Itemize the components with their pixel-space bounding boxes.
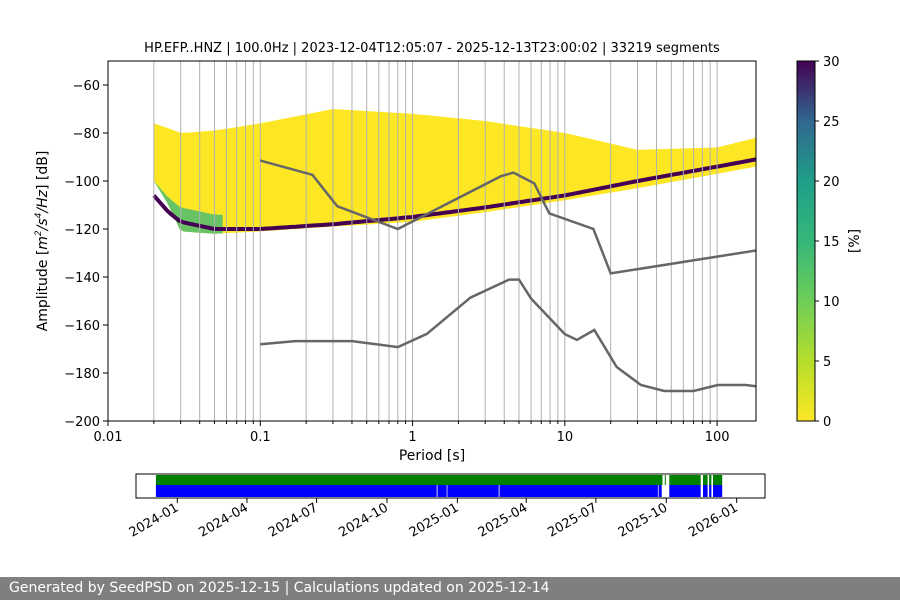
nhnm-noise-model-line (259, 159, 756, 275)
availability-interval (664, 475, 666, 485)
x-tick-label: 0.1 (250, 430, 271, 445)
availability-interval (437, 485, 447, 497)
availability-interval (709, 485, 712, 497)
y-axis: −200 −180 −160 −140 −120 −100 −80 −60 (64, 79, 108, 430)
availability-interval (669, 475, 701, 485)
psd-probability-band (153, 109, 756, 234)
colorbar-tick-label: 30 (823, 55, 840, 70)
timeline-tick-label: 2025-07 (545, 500, 600, 540)
availability-interval (713, 475, 723, 485)
availability-interval (713, 485, 723, 497)
timeline-tick-label: 2025-10 (616, 500, 671, 540)
y-tick-label: −120 (64, 223, 100, 238)
footer-note: Generated by SeedPSD on 2025-12-15 | Cal… (0, 577, 900, 600)
timeline-tick-label: 2025-01 (407, 500, 462, 540)
y-tick-label: −140 (64, 271, 100, 286)
colorbar-tick-label: 0 (823, 415, 831, 430)
period-gridlines (153, 61, 718, 421)
y-tick-label: −180 (64, 367, 100, 382)
colorbar: 0 5 10 15 20 25 30 [%] (796, 55, 863, 430)
psd-heatmap-plot: 0.01 0.1 1 10 100 −200 −180 −160 −140 −120 −100 −8… (34, 60, 757, 464)
nlnm-noise-model-line (260, 278, 756, 393)
timeline-tick-label: 2024-10 (336, 500, 391, 540)
availability-interval (499, 485, 658, 497)
y-tick-label: −200 (64, 415, 100, 430)
x-tick-label: 0.01 (94, 430, 123, 445)
colorbar-tick-label: 20 (823, 175, 840, 190)
timeline-date-axis: 2024-01 2024-04 2024-07 2024-10 2025-01 2025-… (127, 498, 741, 541)
availability-interval (703, 485, 708, 497)
colorbar-tick-label: 15 (823, 235, 840, 250)
x-tick-label: 100 (705, 430, 730, 445)
y-axis-title: Amplitude [m2/s4/Hz] [dB] (34, 151, 51, 332)
availability-interval (155, 485, 437, 497)
psd-mode-ridge (152, 157, 756, 231)
availability-bars (155, 475, 723, 497)
plot-frame (107, 60, 757, 422)
availability-interval (669, 485, 701, 497)
noise-model-layer (259, 159, 756, 393)
plot-title: HP.EFP..HNZ | 100.0Hz | 2023-12-04T12:05… (144, 41, 720, 56)
timeline-tick-label: 2025-04 (476, 500, 531, 540)
colorbar-tick-label: 5 (823, 355, 831, 370)
colorbar-ticks: 0 5 10 15 20 25 30 (815, 55, 840, 430)
x-tick-label: 1 (408, 430, 416, 445)
availability-interval (155, 475, 663, 485)
data-availability-timeline: 2024-01 2024-04 2024-07 2024-10 2025-01 2025-… (127, 473, 766, 541)
x-axis-title: Period [s] (399, 448, 465, 464)
y-tick-label: −80 (73, 127, 100, 142)
availability-interval (703, 475, 708, 485)
availability-interval (658, 485, 662, 497)
x-axis: 0.01 0.1 1 10 100 (94, 421, 730, 445)
psd-density-moderate (153, 181, 223, 234)
x-tick-label: 10 (557, 430, 574, 445)
availability-interval (447, 485, 499, 497)
y-tick-label: −100 (64, 175, 100, 190)
colorbar-label: [%] (847, 229, 863, 253)
psd-density-layer (152, 109, 756, 234)
colorbar-tick-label: 10 (823, 295, 840, 310)
y-tick-label: −60 (73, 79, 100, 94)
timeline-tick-label: 2024-04 (196, 500, 251, 540)
timeline-tick-label: 2024-01 (127, 500, 182, 540)
timeline-tick-label: 2024-07 (266, 500, 321, 540)
timeline-frame (135, 473, 766, 499)
colorbar-gradient (796, 60, 816, 422)
availability-interval (709, 475, 712, 485)
colorbar-tick-label: 25 (823, 115, 840, 130)
timeline-tick-label: 2026-01 (686, 500, 741, 540)
y-tick-label: −160 (64, 319, 100, 334)
